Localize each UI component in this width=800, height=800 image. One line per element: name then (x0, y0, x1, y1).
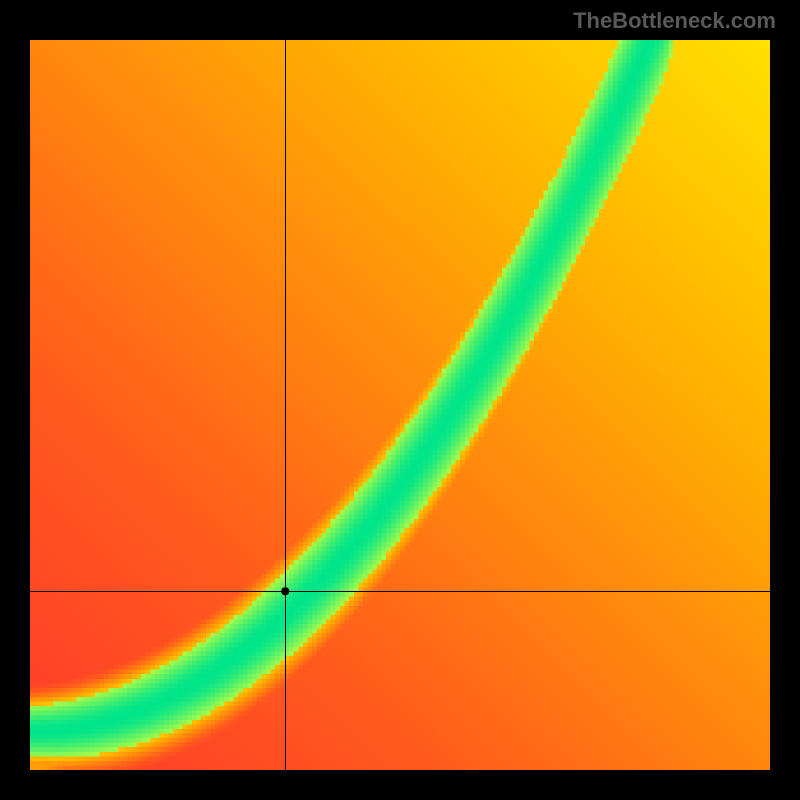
crosshair-marker (30, 40, 770, 770)
watermark-text: TheBottleneck.com (573, 8, 776, 34)
chart-container: TheBottleneck.com (0, 0, 800, 800)
plot-area (30, 40, 770, 770)
